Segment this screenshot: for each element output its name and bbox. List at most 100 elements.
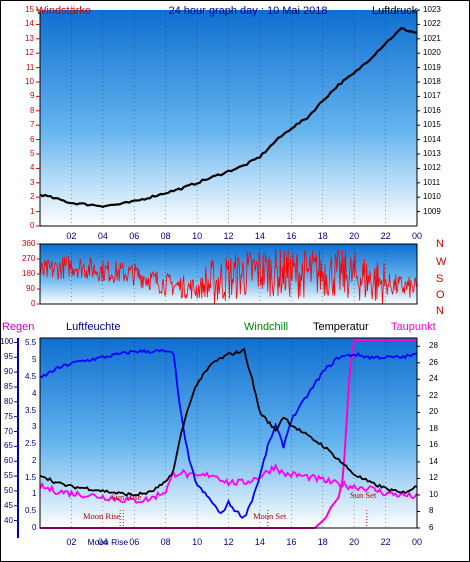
temperature-tick-label: 24 <box>429 374 438 384</box>
panel3-x-tick-label: 08 <box>160 537 171 547</box>
panel3-x-tick-label: 00 <box>412 537 423 547</box>
pressure-tick-label: 1009 <box>423 206 441 216</box>
wind-tick-label: 15 <box>25 5 34 14</box>
panel3-x-tick-label: 06 <box>129 537 140 547</box>
wind-tick-label: 6 <box>30 134 35 144</box>
temperature-tick-label: 22 <box>429 390 438 400</box>
legend-rain: Regen <box>2 321 35 333</box>
rain-tick-label: 2.5 <box>25 439 37 449</box>
humidity-tick-label: 85 <box>4 381 13 391</box>
humidity-tick-label: 70 <box>4 426 13 436</box>
temperature-tick-label: 26 <box>429 357 438 367</box>
legend-dewpoint: Taupunkt <box>391 321 436 333</box>
temperature-tick-label: 8 <box>429 506 434 516</box>
rain-tick-label: 5 <box>32 355 37 365</box>
humidity-tick-label: 95 <box>4 352 13 362</box>
rain-tick-label: 2 <box>32 455 37 465</box>
rain-tick-label: 3.5 <box>25 405 37 415</box>
direction-tick-label: 180 <box>22 269 36 278</box>
wind-tick-label: 4 <box>30 163 35 173</box>
pressure-series-line <box>39 27 418 208</box>
pressure-tick-label: 1013 <box>423 149 441 158</box>
pressure-tick-label: 1010 <box>423 192 441 202</box>
humidity-tick-label: 75 <box>4 411 13 421</box>
temperature-tick-label: 12 <box>429 473 438 483</box>
panel1-x-tick-label: 22 <box>380 231 391 241</box>
moonrise-label: Moon Rise <box>83 511 121 521</box>
rain-tick-label: 4 <box>32 388 37 398</box>
panel1-x-tick-label: 18 <box>317 231 328 241</box>
pressure-tick-label: 1019 <box>423 62 441 72</box>
panel1-x-tick-label: 14 <box>254 231 265 241</box>
panel1-x-tick-label: 16 <box>286 231 297 241</box>
wind-tick-label: 5 <box>30 149 35 158</box>
panel1-x-tick-label: 02 <box>66 231 77 241</box>
panel3-x-tick-label: 04 <box>97 537 108 547</box>
wind-tick-label: 1 <box>30 206 35 216</box>
temperature-tick-label: 18 <box>429 423 438 433</box>
temperature-tick-label: 20 <box>429 407 438 417</box>
panel1-x-tick-label: 08 <box>160 231 171 241</box>
temperature-tick-label: 28 <box>429 341 438 351</box>
temperature-tick-label: 14 <box>429 456 438 466</box>
rain-tick-label: 3 <box>32 422 37 432</box>
direction-tick-label: 360 <box>22 239 36 248</box>
compass-label: O <box>436 289 445 301</box>
pressure-tick-label: 1023 <box>423 5 441 14</box>
pressure-tick-label: 1021 <box>423 33 441 43</box>
direction-tick-label: 270 <box>22 254 36 263</box>
wind-tick-label: 0 <box>30 221 35 230</box>
rain-tick-label: 4.5 <box>25 371 37 381</box>
humidity-tick-label: 40 <box>4 515 13 525</box>
panel3-x-tick-label: 12 <box>223 537 234 547</box>
pressure-tick-label: 1022 <box>423 19 441 29</box>
humidity-tick-label: 100 <box>0 337 14 347</box>
direction-tick-label: 90 <box>26 284 35 293</box>
panel1-x-tick-label: 20 <box>349 231 360 241</box>
temperature-tick-label: 16 <box>429 440 438 450</box>
humidity-tick-label: 45 <box>4 500 13 510</box>
panel1-x-tick-label: 12 <box>223 231 234 241</box>
sunset-label: Sun Set <box>350 490 377 500</box>
rain-tick-label: 1 <box>32 489 37 499</box>
compass-label: S <box>436 273 444 285</box>
panel3-x-tick-label: 02 <box>66 537 77 547</box>
pressure-axis-title: Luftdruck <box>372 5 418 17</box>
pressure-tick-label: 1015 <box>423 120 441 130</box>
dewpoint-series-line <box>39 463 418 504</box>
humidity-tick-label: 55 <box>4 471 13 481</box>
panel3-x-tick-label: 20 <box>349 537 360 547</box>
wind-tick-label: 8 <box>30 105 35 115</box>
panel3-x-tick-label: 10 <box>192 537 203 547</box>
panel3-x-tick-label: 16 <box>286 537 297 547</box>
temperature-tick-label: 10 <box>429 489 438 499</box>
direction-tick-label: 0 <box>31 299 36 308</box>
panel1-x-tick-label: 10 <box>192 231 203 241</box>
pressure-tick-label: 1016 <box>423 105 441 115</box>
wind-tick-label: 14 <box>25 19 34 29</box>
panel3-x-tick-label: 14 <box>254 537 265 547</box>
panel3-border <box>39 337 418 529</box>
panel3-x-tick-label: 22 <box>380 537 391 547</box>
rain-tick-label: 0.5 <box>25 506 37 516</box>
moonset-label: Moon Set <box>253 511 287 521</box>
panel1-x-tick-label: 06 <box>129 231 140 241</box>
compass-label: N <box>436 238 444 250</box>
rain-tick-label: 5.5 <box>25 338 37 348</box>
wind-tick-label: 3 <box>30 177 35 187</box>
panel1-x-tick-label: 04 <box>97 231 108 241</box>
pressure-tick-label: 1018 <box>423 77 441 86</box>
humidity-tick-label: 90 <box>4 367 13 377</box>
pressure-tick-label: 1014 <box>423 134 441 144</box>
wind-tick-label: 2 <box>30 192 35 202</box>
pressure-tick-label: 1020 <box>423 48 441 58</box>
pressure-tick-label: 1011 <box>423 177 441 187</box>
panel1-x-tick-label: 00 <box>412 231 423 241</box>
pressure-tick-label: 1012 <box>423 163 441 173</box>
compass-label: W <box>436 256 447 268</box>
chart-title: 24 hour graph day : 10 Mai 2018 <box>168 5 328 17</box>
wind-tick-label: 7 <box>30 120 35 130</box>
humidity-tick-label: 80 <box>4 396 13 406</box>
compass-label: N <box>436 305 444 317</box>
